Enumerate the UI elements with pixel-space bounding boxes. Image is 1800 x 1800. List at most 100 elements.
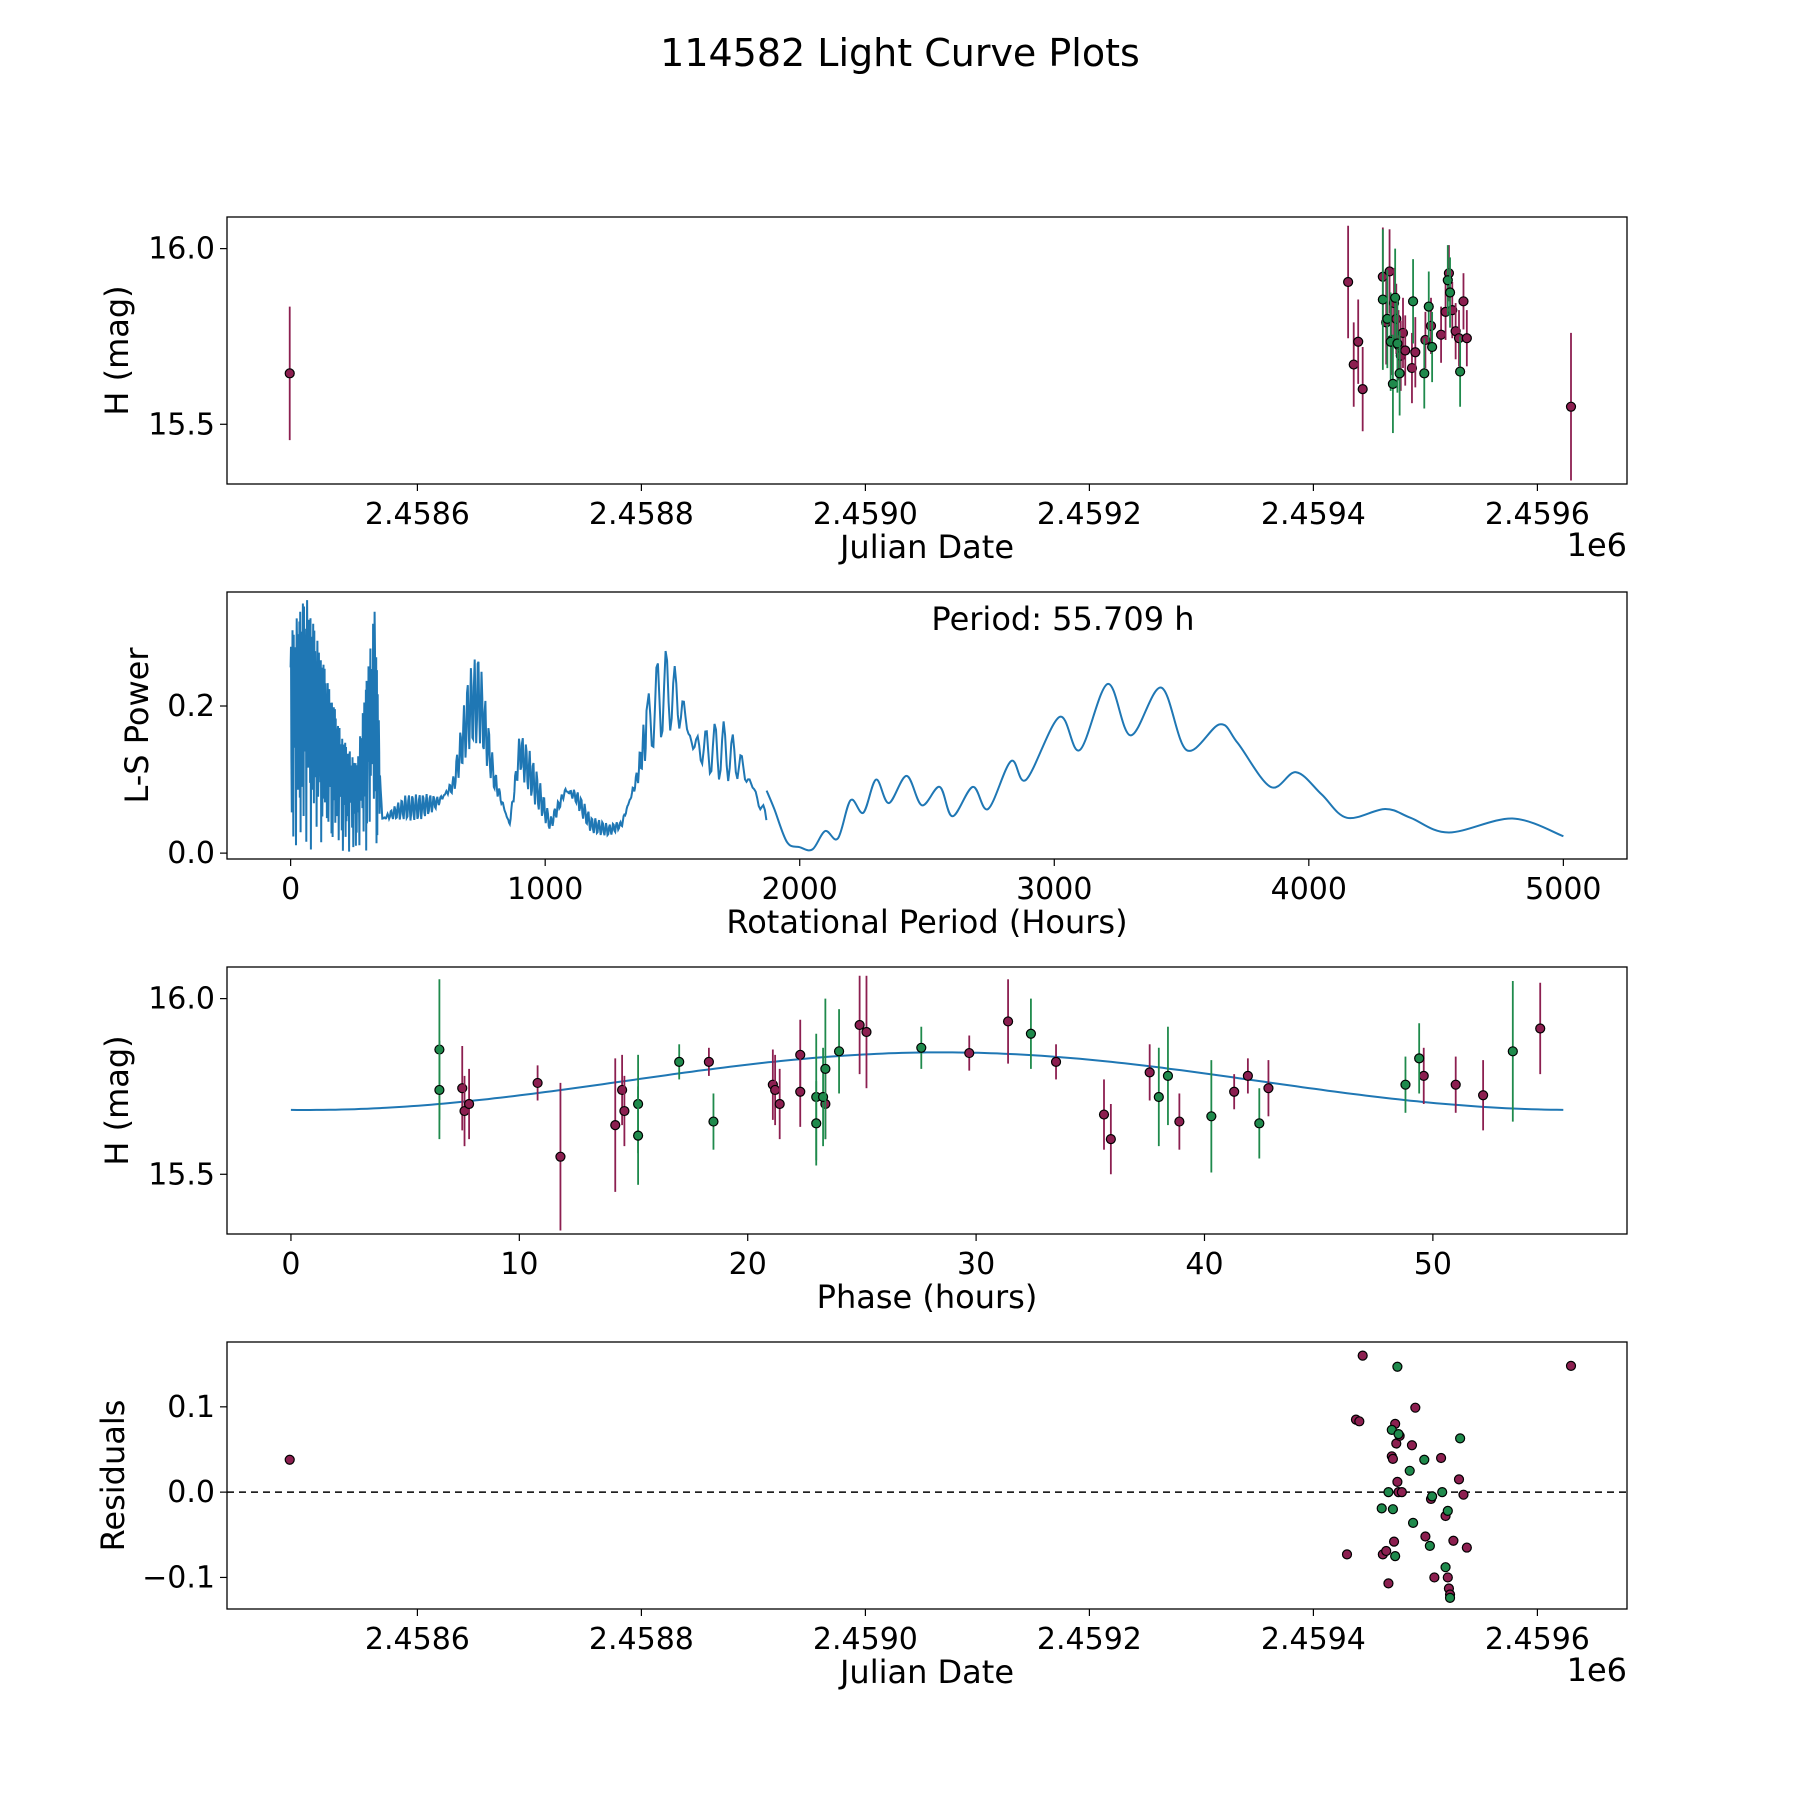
panel-mag-vs-jd: 2.4586 2.4588 2.4590 2.4592 2.4594 2.4596 15.5… xyxy=(98,216,1628,566)
periodogram-marks xyxy=(289,600,1564,852)
phase-fold-xtick-label: 10 xyxy=(500,1247,538,1282)
phase-fold-point-r xyxy=(1174,1116,1185,1127)
mag-vs-jd-point-g xyxy=(1455,366,1466,377)
phase-fold-point-g xyxy=(811,1118,822,1129)
periodogram-xlabel: Rotational Period (Hours) xyxy=(726,903,1127,941)
residuals-point-r xyxy=(1442,1572,1453,1583)
periodogram-ticks: 0 1000 2000 3000 4000 5000 0.0 0.2 xyxy=(167,689,1601,907)
phase-fold-point-r xyxy=(555,1151,566,1162)
mag-vs-jd-point-g xyxy=(1444,287,1456,298)
phase-fold-xlabel: Phase (hours) xyxy=(817,1278,1038,1316)
residuals-point-r xyxy=(1461,1542,1472,1553)
periodogram-dense-line xyxy=(289,600,768,852)
mag-vs-jd-xtick-label: 2.4590 xyxy=(813,497,918,532)
periodogram-ylabel: L-S Power xyxy=(118,647,156,804)
phase-fold-xtick-label: 0 xyxy=(281,1247,300,1282)
mag-vs-jd-point-g xyxy=(1392,338,1403,349)
mag-vs-jd-point-r xyxy=(1425,320,1437,332)
periodogram-ytick-label: 0.2 xyxy=(167,689,215,724)
residuals-ytick-label: 0.1 xyxy=(167,1390,215,1425)
mag-vs-jd-xtick-label: 2.4596 xyxy=(1485,497,1590,532)
mag-vs-jd-plot-area xyxy=(284,225,1577,481)
phase-fold-point-r xyxy=(1478,1090,1489,1101)
mag-vs-jd-ytick-label: 15.5 xyxy=(148,407,215,442)
mag-vs-jd-xtick-label: 2.4592 xyxy=(1037,497,1142,532)
phase-fold-xtick-label: 20 xyxy=(729,1247,767,1282)
phase-fold-point-g xyxy=(1206,1111,1217,1122)
periodogram-xtick-label: 1000 xyxy=(507,872,583,907)
phase-fold-point-r xyxy=(1242,1070,1253,1082)
phase-fold-point-g xyxy=(916,1042,927,1053)
phase-fold-point-g xyxy=(434,1084,445,1096)
fit-curve xyxy=(290,1051,1564,1111)
residuals-point-g xyxy=(1442,1505,1453,1517)
periodogram-xtick-label: 0 xyxy=(281,872,300,907)
mag-vs-jd-ylabel: H (mag) xyxy=(98,285,136,415)
mag-vs-jd-point-r xyxy=(1420,334,1431,346)
residuals-xtick-label: 2.4592 xyxy=(1037,1622,1142,1657)
mag-vs-jd-point-r xyxy=(1353,336,1364,347)
phase-fold-point-g xyxy=(833,1046,845,1057)
residuals-point-g xyxy=(1427,1491,1438,1502)
mag-vs-jd-point-r xyxy=(1406,362,1418,374)
phase-fold-point-r xyxy=(854,1019,865,1031)
residuals-point-r xyxy=(1458,1489,1469,1500)
phase-fold-point-r xyxy=(619,1105,630,1117)
residuals-marks xyxy=(227,1350,1627,1604)
mag-vs-jd-xlabel: Julian Date xyxy=(838,528,1014,566)
mag-vs-jd-point-r xyxy=(1410,347,1421,358)
periodogram-plot-area xyxy=(289,600,1564,852)
figure-title: 114582 Light Curve Plots xyxy=(660,31,1140,75)
residuals-ticks: 2.4586 2.4588 2.4590 2.4592 2.4594 2.4596 −0.1… xyxy=(142,1390,1590,1657)
residuals-point-g xyxy=(1393,1429,1404,1440)
phase-fold-point-g xyxy=(632,1130,644,1141)
mag-vs-jd-point-r xyxy=(1357,384,1368,395)
mag-vs-jd-ticks: 2.4586 2.4588 2.4590 2.4592 2.4594 2.4596 15.5… xyxy=(148,232,1590,532)
phase-fold-ticks: 0 10 20 30 40 50 15.5 16.0 xyxy=(148,982,1452,1282)
phase-fold-point-r xyxy=(1535,1023,1546,1034)
residuals-point-g xyxy=(1455,1433,1466,1444)
mag-vs-jd-xtick-label: 2.4588 xyxy=(589,497,694,532)
residuals-xtick-label: 2.4588 xyxy=(589,1622,694,1657)
mag-vs-jd-xtick-label: 2.4586 xyxy=(365,497,470,532)
phase-fold-point-r xyxy=(703,1056,714,1067)
residuals-frame xyxy=(226,1341,1628,1610)
residuals-point-r xyxy=(1429,1572,1440,1583)
residuals-xtick-label: 2.4596 xyxy=(1485,1622,1590,1657)
residuals-point-r xyxy=(1387,1453,1399,1464)
residuals-point-r xyxy=(1565,1360,1577,1371)
phase-fold-point-r xyxy=(1263,1083,1274,1094)
residuals-point-r xyxy=(1383,1578,1394,1589)
phase-fold-point-g xyxy=(1414,1053,1425,1064)
residuals-point-g xyxy=(1404,1465,1415,1476)
phase-fold-point-g xyxy=(1025,1028,1037,1039)
panel-residuals: 2.4586 2.4588 2.4590 2.4592 2.4594 2.4596 −0.1… xyxy=(94,1341,1628,1691)
mag-vs-jd-ytick-label: 16.0 xyxy=(148,232,215,267)
mag-vs-jd-point-g xyxy=(1407,296,1419,307)
residuals-ytick-label: −0.1 xyxy=(142,1560,215,1595)
residuals-point-r xyxy=(1354,1416,1365,1427)
mag-vs-jd-point-g xyxy=(1442,275,1453,286)
residuals-xlabel: Julian Date xyxy=(838,1653,1014,1691)
phase-fold-point-r xyxy=(795,1086,806,1097)
residuals-point-g xyxy=(1387,1504,1399,1515)
mag-vs-jd-point-r xyxy=(1435,329,1447,340)
mag-vs-jd-point-r xyxy=(1461,333,1472,344)
phase-fold-point-g xyxy=(1400,1079,1411,1090)
phase-fold-point-r xyxy=(774,1098,785,1110)
phase-fold-ytick-label: 16.0 xyxy=(148,982,215,1017)
mag-vs-jd-point-g xyxy=(1427,341,1438,353)
residuals-point-r xyxy=(1388,1536,1400,1547)
periodogram-xtick-label: 3000 xyxy=(1016,872,1092,907)
residuals-point-g xyxy=(1437,1487,1448,1498)
residuals-point-r xyxy=(1435,1452,1447,1464)
periodogram-xtick-label: 4000 xyxy=(1271,872,1347,907)
phase-fold-point-r xyxy=(610,1119,621,1131)
mag-vs-jd-point-r xyxy=(1565,401,1577,412)
mag-vs-jd-marks xyxy=(284,225,1577,481)
mag-vs-jd-point-r xyxy=(1384,266,1395,277)
residuals-plot-area xyxy=(227,1350,1627,1604)
mag-vs-jd-point-r xyxy=(1458,296,1469,307)
periodogram-ytick-label: 0.0 xyxy=(167,836,215,871)
